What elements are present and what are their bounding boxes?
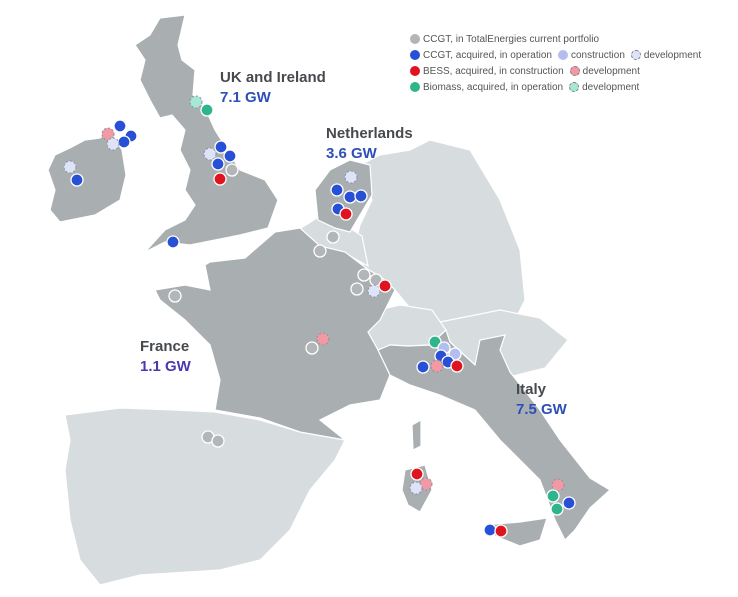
legend-label: Biomass, acquired, in operation	[423, 81, 564, 93]
site-marker-bess-development	[430, 359, 444, 373]
site-marker-ccgt-development	[344, 170, 358, 184]
site-marker-biomass-operation	[200, 103, 214, 117]
site-marker-ccgt-operation	[166, 235, 180, 249]
site-marker-ccgt-development	[203, 147, 217, 161]
site-marker-ccgt-operation	[70, 173, 84, 187]
site-marker-biomass-development	[189, 95, 203, 109]
light-blue-dot-icon	[557, 50, 568, 60]
blue-dot-icon	[410, 50, 420, 60]
legend: CCGT, in TotalEnergies current portfolio…	[410, 31, 701, 95]
legend-label: CCGT, in TotalEnergies current portfolio	[423, 33, 600, 45]
country-spain	[64, 407, 346, 586]
legend-label: construction	[570, 49, 625, 61]
site-markers	[63, 95, 576, 538]
region-name: Netherlands	[326, 125, 413, 142]
legend-label: development	[643, 49, 702, 61]
legend-label: development	[582, 81, 640, 93]
legend-label: development	[582, 65, 640, 77]
red-dot-icon	[410, 66, 420, 76]
legend-row-bess: BESS, acquired, in construction developm…	[410, 63, 701, 79]
site-marker-ccgt-portfolio	[305, 341, 319, 355]
dashed-green-dot-icon	[569, 82, 580, 92]
region-name: Italy	[516, 381, 547, 398]
site-marker-bess-construction	[378, 279, 392, 293]
region-label-italy: Italy 7.5 GW	[516, 380, 567, 419]
legend-row-biomass: Biomass, acquired, in operation developm…	[410, 79, 701, 95]
site-marker-ccgt-development	[63, 160, 77, 174]
legend-row-ccgt-portfolio: CCGT, in TotalEnergies current portfolio	[410, 31, 701, 47]
site-marker-ccgt-operation	[330, 183, 344, 197]
site-marker-ccgt-operation	[354, 189, 368, 203]
site-marker-bess-construction	[494, 524, 508, 538]
site-marker-ccgt-operation	[416, 360, 430, 374]
region-name: UK and Ireland	[220, 69, 326, 86]
legend-row-ccgt: CCGT, acquired, in operation constructio…	[410, 47, 701, 63]
region-capacity: 3.6 GW	[326, 144, 377, 162]
site-marker-ccgt-portfolio	[168, 289, 182, 303]
site-marker-bess-construction	[410, 467, 424, 481]
site-marker-ccgt-operation	[214, 140, 228, 154]
country-great-britain	[134, 14, 279, 253]
gray-dot-icon	[410, 34, 420, 44]
site-marker-ccgt-development	[367, 284, 381, 298]
site-marker-bess-development	[316, 332, 330, 346]
site-marker-ccgt-portfolio	[225, 163, 239, 177]
region-capacity: 7.1 GW	[220, 88, 271, 106]
dashed-blue-dot-icon	[630, 50, 641, 60]
site-marker-ccgt-portfolio	[357, 268, 371, 282]
site-marker-ccgt-operation	[211, 157, 225, 171]
region-name: France	[140, 338, 190, 355]
dashed-pink-dot-icon	[569, 66, 580, 76]
site-marker-ccgt-operation	[483, 523, 497, 537]
site-marker-ccgt-operation	[117, 135, 131, 149]
site-marker-ccgt-operation	[223, 149, 237, 163]
site-marker-ccgt-development	[106, 137, 120, 151]
green-dot-icon	[410, 82, 420, 92]
island-corsica	[411, 418, 422, 451]
region-label-netherlands: Netherlands 3.6 GW	[326, 124, 413, 163]
site-marker-bess-construction	[450, 359, 464, 373]
site-marker-ccgt-operation	[113, 119, 127, 133]
site-marker-ccgt-development	[409, 481, 423, 495]
site-marker-bess-development	[419, 477, 433, 491]
site-marker-bess-development	[551, 478, 565, 492]
site-marker-biomass-operation	[550, 502, 564, 516]
site-marker-ccgt-portfolio	[350, 282, 364, 296]
site-marker-ccgt-operation	[343, 190, 357, 204]
country-italy	[377, 328, 612, 542]
legend-label: BESS, acquired, in construction	[423, 65, 564, 77]
region-capacity: 7.5 GW	[516, 400, 567, 418]
region-label-france: France 1.1 GW	[140, 337, 191, 376]
site-marker-bess-construction	[213, 172, 227, 186]
site-marker-ccgt-portfolio	[313, 244, 327, 258]
site-marker-ccgt-portfolio	[326, 230, 340, 244]
region-capacity: 1.1 GW	[140, 357, 191, 375]
site-marker-biomass-operation	[546, 489, 560, 503]
site-marker-bess-construction	[339, 207, 353, 221]
site-marker-bess-development	[101, 127, 115, 141]
site-marker-ccgt-portfolio	[211, 434, 225, 448]
region-label-uk: UK and Ireland 7.1 GW	[220, 68, 326, 107]
legend-label: CCGT, acquired, in operation	[423, 49, 552, 61]
site-marker-biomass-operation	[428, 335, 442, 349]
country-france	[154, 227, 396, 441]
site-marker-ccgt-operation	[562, 496, 576, 510]
